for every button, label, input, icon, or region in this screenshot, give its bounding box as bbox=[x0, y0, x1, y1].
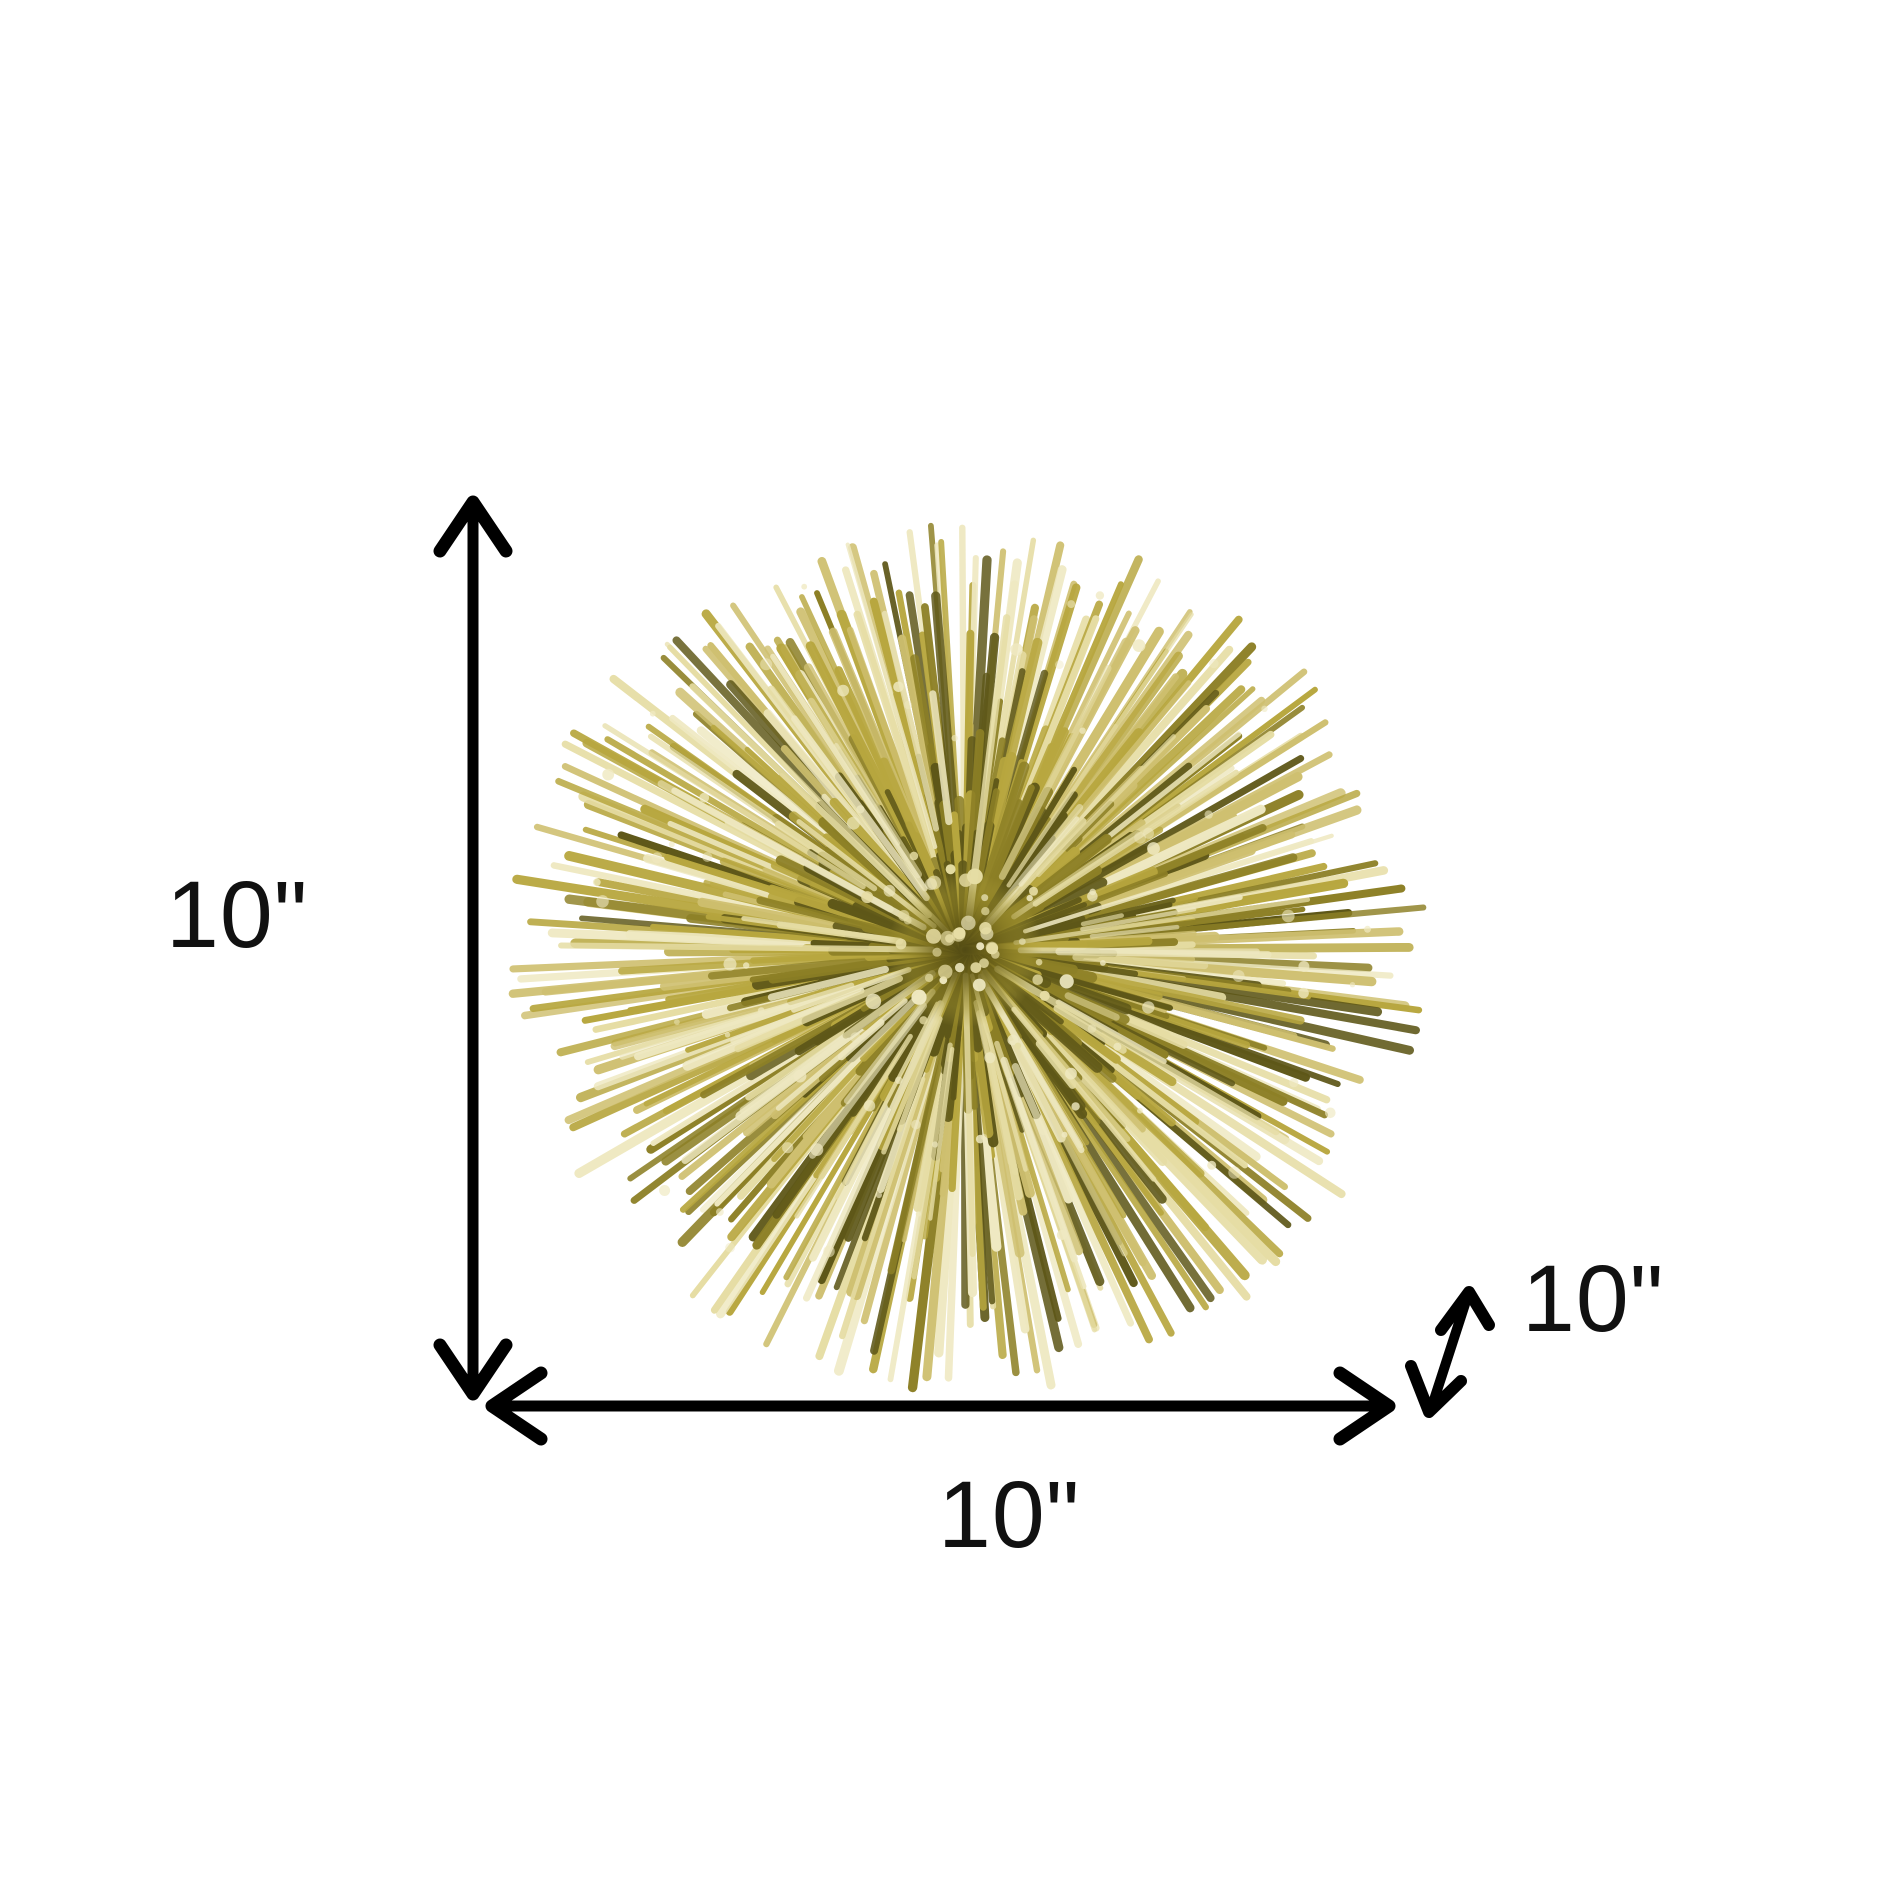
depth-dimension-label: 10" bbox=[1522, 1246, 1665, 1352]
height-dimension-label: 10" bbox=[166, 862, 309, 968]
width-dimension-label: 10" bbox=[938, 1462, 1081, 1568]
